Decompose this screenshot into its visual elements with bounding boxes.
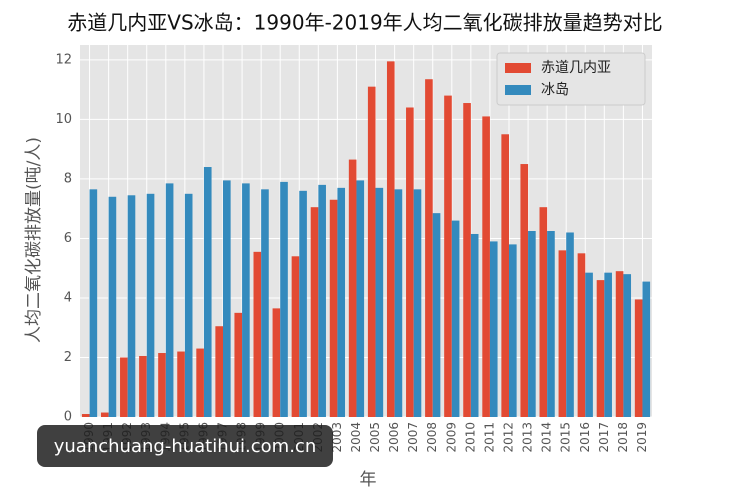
bar	[386, 61, 395, 417]
bar	[577, 253, 586, 417]
legend-label: 赤道几内亚	[541, 60, 611, 76]
x-tick-label: 2019	[635, 422, 649, 453]
bar	[139, 355, 147, 417]
y-tick-label: 10	[55, 112, 72, 127]
bar	[432, 213, 441, 417]
bar	[310, 207, 319, 417]
bar	[299, 190, 307, 417]
bar	[615, 271, 624, 417]
bar	[120, 357, 128, 417]
bar	[356, 180, 365, 417]
bar	[520, 164, 529, 417]
legend-swatch	[505, 63, 531, 73]
bar	[234, 312, 243, 417]
bar	[451, 220, 460, 417]
bar	[394, 189, 403, 417]
bar	[348, 159, 357, 418]
legend-swatch	[505, 85, 531, 95]
bar	[165, 183, 174, 417]
watermark: yuanchuang-huatihui.com.cn	[54, 436, 317, 457]
bar	[215, 326, 223, 417]
bar	[329, 199, 338, 417]
bar	[406, 107, 414, 417]
x-tick-label: 2018	[616, 422, 630, 453]
legend-label: 冰岛	[541, 82, 569, 98]
bar	[596, 280, 605, 417]
bar	[242, 183, 250, 417]
bar	[261, 189, 269, 417]
bar	[604, 272, 612, 417]
bar	[489, 241, 498, 417]
bar	[196, 348, 204, 417]
x-tick-label: 2004	[349, 422, 363, 453]
bar	[272, 308, 281, 417]
bar	[425, 79, 433, 417]
bar	[547, 231, 555, 417]
y-tick-label: 6	[64, 231, 72, 246]
y-tick-label: 8	[64, 171, 72, 186]
bar	[642, 281, 651, 417]
x-tick-label: 2008	[425, 422, 439, 453]
bar	[108, 196, 117, 417]
bar	[367, 86, 376, 417]
x-tick-label: 2006	[387, 422, 401, 453]
bar	[291, 256, 300, 417]
y-tick-label: 12	[55, 52, 72, 67]
y-axis-label: 人均二氧化碳排放量(吨/人)	[24, 137, 44, 343]
bar	[482, 116, 490, 417]
bar	[413, 189, 422, 417]
plot-background	[80, 45, 652, 417]
x-tick-label: 2016	[578, 422, 592, 453]
bar	[509, 244, 517, 417]
bar	[501, 134, 509, 417]
x-tick-label: 2015	[559, 422, 573, 453]
bar	[463, 103, 471, 418]
bar	[253, 251, 262, 417]
chart-title: 赤道几内亚VS冰岛：1990年-2019年人均二氧化碳排放量趋势对比	[67, 11, 662, 35]
bar	[318, 184, 326, 417]
bar	[280, 181, 288, 417]
bar	[375, 187, 384, 417]
x-tick-label: 2014	[540, 422, 554, 453]
bar	[528, 231, 536, 417]
x-tick-label: 2009	[444, 422, 458, 453]
bar	[623, 274, 632, 417]
bar	[184, 193, 193, 417]
bar	[539, 207, 548, 417]
legend-box	[496, 52, 646, 106]
x-axis-label: 年	[360, 470, 377, 490]
x-tick-label: 2003	[330, 422, 344, 453]
y-tick-label: 4	[64, 290, 72, 305]
bar	[127, 195, 136, 417]
watermark-box	[37, 425, 333, 467]
x-tick-label: 2012	[502, 422, 516, 453]
x-tick-label: 2010	[463, 422, 477, 453]
x-tick-label: 2011	[482, 422, 496, 453]
bar	[470, 233, 479, 417]
bar	[81, 414, 90, 417]
bar	[444, 95, 452, 417]
x-tick-label: 2013	[521, 422, 535, 453]
x-tick-label: 2005	[368, 422, 382, 453]
bar	[100, 412, 109, 417]
bar	[177, 351, 185, 417]
bar	[158, 353, 166, 417]
x-tick-label: 2017	[597, 422, 611, 453]
y-tick-label: 0	[64, 410, 72, 425]
bar	[146, 193, 155, 417]
bar	[566, 232, 574, 417]
bar	[337, 187, 346, 417]
bar	[585, 272, 593, 417]
bar	[89, 189, 98, 417]
y-tick-label: 2	[64, 350, 72, 365]
bar	[634, 299, 643, 417]
bar	[203, 167, 212, 417]
x-tick-label: 2007	[406, 422, 420, 453]
bar	[223, 180, 231, 417]
bar	[558, 250, 567, 417]
